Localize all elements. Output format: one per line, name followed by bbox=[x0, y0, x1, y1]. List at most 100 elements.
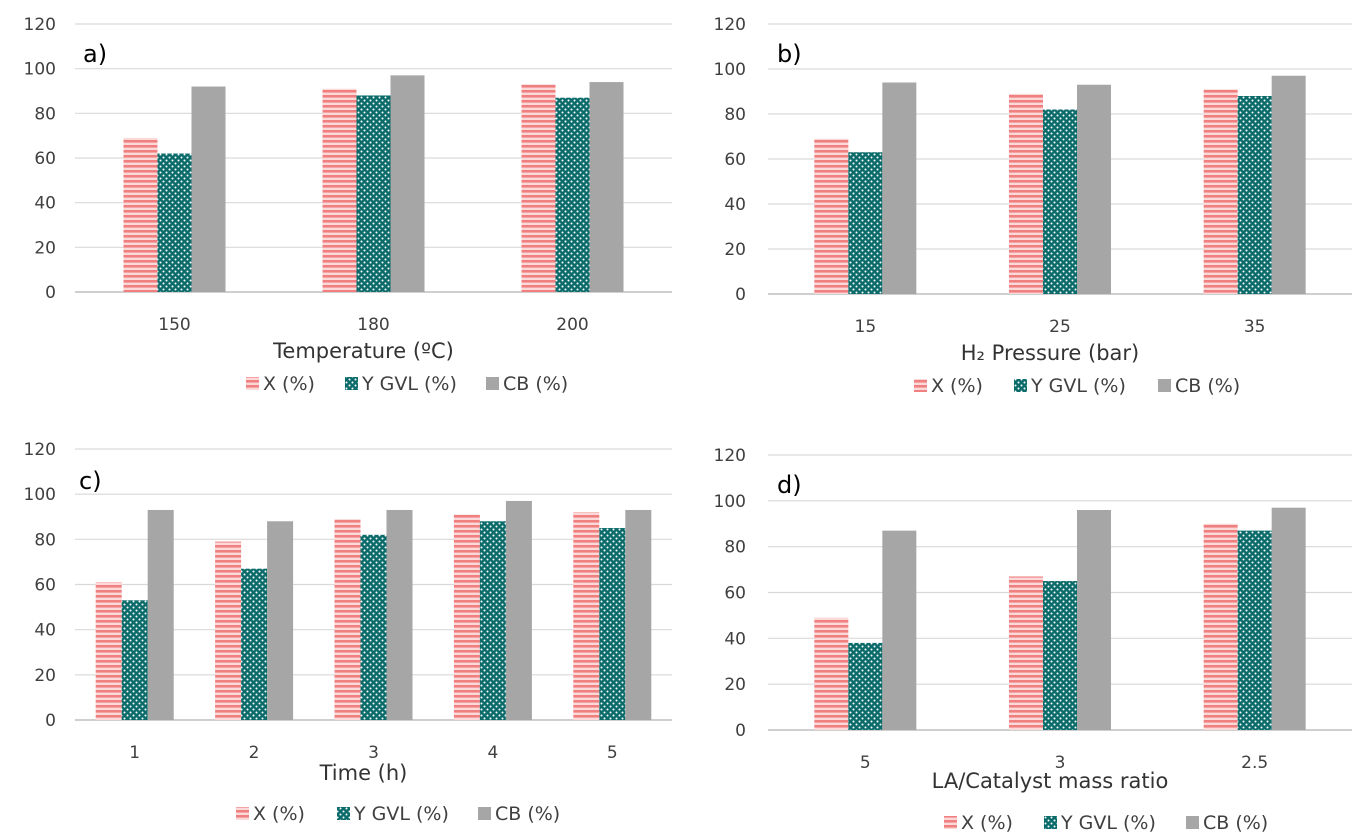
x-tick-label: 5 bbox=[860, 753, 871, 773]
y-tick-label: 0 bbox=[45, 711, 56, 731]
bar-y bbox=[479, 521, 506, 720]
y-tick-label: 80 bbox=[724, 105, 746, 125]
legend-swatch-y bbox=[337, 807, 350, 820]
x-tick-label: 35 bbox=[1244, 317, 1266, 337]
y-tick-label: 120 bbox=[714, 15, 746, 35]
y-tick-label: 60 bbox=[724, 584, 746, 604]
y-tick-label: 120 bbox=[714, 446, 746, 466]
bar-y bbox=[241, 568, 268, 720]
bar-x bbox=[1009, 576, 1043, 730]
legend-label: X (%) bbox=[253, 803, 305, 825]
legend-swatch-x bbox=[944, 816, 957, 829]
chart-panel-3: 0 20 40 60 80 100 120 c) 1 2 3 4 5 Time (h) X (%) Y GVL… bbox=[24, 440, 672, 825]
y-tick-label: 60 bbox=[34, 576, 56, 596]
x-tick-label: 150 bbox=[158, 315, 190, 335]
x-tick-label: 5 bbox=[607, 743, 618, 763]
y-tick-label: 60 bbox=[34, 149, 56, 169]
legend-swatch-y bbox=[345, 377, 358, 390]
y-tick-label: 80 bbox=[34, 530, 56, 550]
bar-x bbox=[453, 514, 480, 720]
y-tick-label: 20 bbox=[724, 240, 746, 260]
bar-y bbox=[1043, 109, 1077, 294]
bar-y bbox=[157, 153, 192, 292]
bar-y bbox=[848, 642, 883, 730]
y-tick-label: 40 bbox=[34, 194, 56, 214]
legend-label: CB (%) bbox=[1203, 812, 1268, 834]
bar-y bbox=[555, 97, 590, 292]
bar-y bbox=[1043, 581, 1077, 730]
x-axis-label: Temperature (ºC) bbox=[272, 339, 454, 363]
bar-x bbox=[322, 88, 357, 293]
y-tick-label: 100 bbox=[24, 485, 56, 505]
bar-x bbox=[1009, 93, 1043, 294]
y-tick-label: 120 bbox=[24, 440, 56, 460]
y-tick-label: 120 bbox=[24, 15, 56, 35]
panel-label: b) bbox=[777, 40, 802, 68]
bar-y bbox=[121, 600, 148, 720]
bar-cb bbox=[267, 521, 294, 720]
x-tick-label: 200 bbox=[556, 315, 588, 335]
panel-label: a) bbox=[83, 40, 107, 68]
legend-label: Y GVL (%) bbox=[1060, 812, 1156, 834]
x-axis-label: LA/Catalyst mass ratio bbox=[932, 769, 1169, 793]
bar-y bbox=[599, 528, 626, 720]
legend-label: CB (%) bbox=[1175, 375, 1240, 397]
legend-label: Y GVL (%) bbox=[1030, 375, 1126, 397]
legend-swatch-x bbox=[246, 377, 259, 390]
x-axis-label: Time (h) bbox=[319, 761, 408, 785]
y-tick-label: 0 bbox=[45, 283, 56, 303]
panel-label: c) bbox=[79, 467, 102, 495]
bar-x bbox=[814, 617, 849, 730]
legend-swatch-y bbox=[1044, 816, 1057, 829]
bar-cb bbox=[505, 500, 532, 720]
legend-swatch-y bbox=[1014, 379, 1027, 392]
x-tick-label: 4 bbox=[487, 743, 498, 763]
x-tick-label: 3 bbox=[368, 743, 379, 763]
bar-x bbox=[814, 138, 849, 294]
y-tick-label: 100 bbox=[714, 492, 746, 512]
bar-cb bbox=[147, 509, 174, 720]
bar-x bbox=[1203, 523, 1238, 730]
chart-panel-1: 0 20 40 60 80 100 120 a) 150 180 200 Temperature (º… bbox=[24, 15, 672, 395]
x-tick-label: 180 bbox=[357, 315, 389, 335]
legend-label: Y GVL (%) bbox=[353, 803, 449, 825]
bar-y bbox=[360, 534, 387, 720]
bar-cb bbox=[191, 86, 226, 293]
bar-cb bbox=[1271, 75, 1306, 294]
legend-label: Y GVL (%) bbox=[361, 373, 457, 395]
y-tick-label: 20 bbox=[34, 666, 56, 686]
chart-panel-4: 0 20 40 60 80 100 120 d) 5 3 2.5 LA/Catalyst mass r… bbox=[714, 446, 1352, 834]
bar-y bbox=[848, 152, 883, 294]
panel-label: d) bbox=[777, 471, 802, 499]
bar-cb bbox=[625, 509, 652, 720]
legend-swatch-cb bbox=[1186, 816, 1199, 829]
bar-cb bbox=[1271, 507, 1306, 730]
y-tick-label: 40 bbox=[34, 621, 56, 641]
legend-swatch-x bbox=[236, 807, 249, 820]
x-tick-label: 15 bbox=[855, 317, 877, 337]
bar-cb bbox=[386, 509, 413, 720]
y-tick-label: 60 bbox=[724, 150, 746, 170]
bar-cb bbox=[390, 75, 425, 292]
bar-x bbox=[123, 137, 158, 292]
y-tick-label: 80 bbox=[724, 538, 746, 558]
x-tick-label: 1 bbox=[129, 743, 140, 763]
y-tick-label: 40 bbox=[724, 195, 746, 215]
y-tick-label: 0 bbox=[735, 721, 746, 741]
legend-swatch-x bbox=[914, 379, 927, 392]
chart-panel-2: 0 20 40 60 80 100 120 b) 15 25 35 H₂ Pressure (bar)… bbox=[714, 15, 1352, 397]
y-tick-label: 80 bbox=[34, 104, 56, 124]
legend-label: X (%) bbox=[961, 812, 1013, 834]
bar-y bbox=[356, 95, 391, 292]
bar-x bbox=[573, 512, 600, 720]
bar-cb bbox=[589, 82, 624, 292]
bar-x bbox=[1203, 89, 1238, 294]
y-tick-label: 20 bbox=[34, 238, 56, 258]
bar-x bbox=[521, 84, 556, 292]
bar-y bbox=[1237, 530, 1272, 730]
bar-y bbox=[1237, 96, 1272, 294]
x-tick-label: 2.5 bbox=[1241, 753, 1268, 773]
legend-label: X (%) bbox=[263, 373, 315, 395]
legend-label: X (%) bbox=[931, 375, 983, 397]
y-tick-label: 0 bbox=[735, 285, 746, 305]
